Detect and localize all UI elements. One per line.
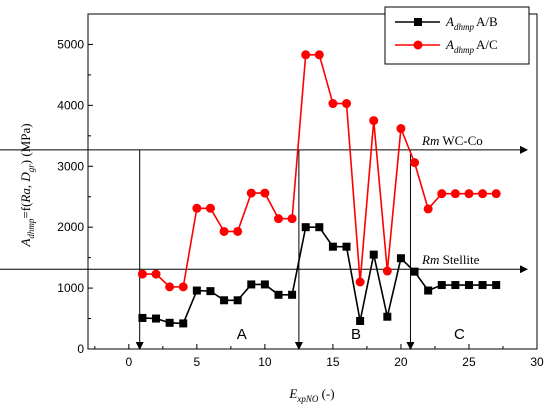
region-dividers xyxy=(135,149,415,350)
data-point xyxy=(342,242,351,251)
region-label: A xyxy=(237,326,247,343)
legend-label-ab: Adhmp A/B xyxy=(445,14,498,32)
reference-lines: Rm WC-Co Rm Stellite xyxy=(0,133,528,274)
data-point xyxy=(355,277,365,287)
data-point xyxy=(260,188,270,198)
y-tick-label: 0 xyxy=(77,342,84,356)
legend-box xyxy=(384,6,530,65)
data-point xyxy=(178,282,188,292)
x-tick-label: 10 xyxy=(258,355,272,369)
data-point xyxy=(151,269,161,279)
data-point xyxy=(288,290,297,299)
x-tick-label: 30 xyxy=(530,355,544,369)
data-point xyxy=(219,226,229,236)
series-a-b xyxy=(138,223,501,328)
region-labels: A B C xyxy=(237,326,465,343)
data-point xyxy=(138,313,147,322)
data-point xyxy=(165,282,175,292)
x-tick-label: 20 xyxy=(394,355,408,369)
data-point xyxy=(369,116,379,126)
data-point xyxy=(205,203,215,213)
data-point xyxy=(233,296,242,305)
x-tick-label: 25 xyxy=(462,355,476,369)
data-point xyxy=(478,189,488,199)
data-point xyxy=(233,226,243,236)
data-point xyxy=(328,242,337,251)
reference-line-label: Rm Stellite xyxy=(421,252,480,267)
region-label: C xyxy=(454,326,465,343)
plot-frame xyxy=(87,13,538,350)
data-point xyxy=(410,158,420,168)
data-point xyxy=(247,280,256,289)
data-point xyxy=(437,189,447,199)
data-point xyxy=(437,281,446,290)
data-point xyxy=(396,254,405,263)
data-point xyxy=(424,286,433,295)
x-axis-ticks: 0 5 10 15 20 25 30 xyxy=(94,344,544,369)
legend: Adhmp A/B Adhmp A/C xyxy=(384,6,530,65)
data-point xyxy=(165,318,174,327)
data-point xyxy=(192,203,202,213)
y-tick-label: 1000 xyxy=(57,281,84,295)
y-tick-label: 2000 xyxy=(57,220,84,234)
data-point xyxy=(220,296,229,305)
y-axis-ticks: 0 1000 2000 3000 4000 5000 xyxy=(57,37,93,356)
data-point xyxy=(492,281,501,290)
data-point xyxy=(369,250,378,259)
data-point xyxy=(464,281,473,290)
y-tick-label: 3000 xyxy=(57,159,84,173)
data-point xyxy=(450,189,460,199)
data-point xyxy=(274,290,283,299)
series-line xyxy=(142,226,497,325)
series-a-c xyxy=(137,50,501,292)
data-point xyxy=(383,312,392,321)
data-point xyxy=(410,267,419,276)
data-point xyxy=(137,269,147,279)
reference-line-label: Rm WC-Co xyxy=(421,133,483,148)
data-point xyxy=(396,124,406,134)
data-point xyxy=(356,316,365,325)
data-point xyxy=(192,286,201,295)
data-point xyxy=(301,50,311,60)
data-point xyxy=(152,314,161,323)
data-point xyxy=(314,50,324,60)
data-point xyxy=(301,223,310,232)
data-point xyxy=(315,223,324,232)
legend-label-ac: Adhmp A/C xyxy=(445,37,498,55)
data-point xyxy=(260,280,269,289)
data-point xyxy=(464,189,474,199)
data-point xyxy=(423,204,433,214)
data-point xyxy=(179,319,188,328)
data-point xyxy=(342,99,352,109)
x-tick-label: 0 xyxy=(125,355,132,369)
data-point xyxy=(491,189,501,199)
data-point xyxy=(273,214,283,224)
x-tick-label: 5 xyxy=(194,355,201,369)
x-axis-title: ExpNO (-) xyxy=(288,386,334,404)
data-point xyxy=(206,287,215,296)
y-tick-label: 4000 xyxy=(57,98,84,112)
y-axis-title: Adhmp=f(Ra, Dgr) (MPa) xyxy=(18,123,36,247)
x-tick-label: 15 xyxy=(326,355,340,369)
data-point xyxy=(451,281,460,290)
data-point xyxy=(328,99,338,109)
y-tick-label: 5000 xyxy=(57,37,84,51)
data-point xyxy=(246,188,256,198)
data-point xyxy=(478,281,487,290)
region-label: B xyxy=(351,326,361,343)
data-point xyxy=(382,266,392,276)
data-point xyxy=(287,214,297,224)
legend-marker-ac xyxy=(413,40,423,50)
legend-marker-ab xyxy=(414,18,422,26)
series-layer xyxy=(137,50,501,328)
